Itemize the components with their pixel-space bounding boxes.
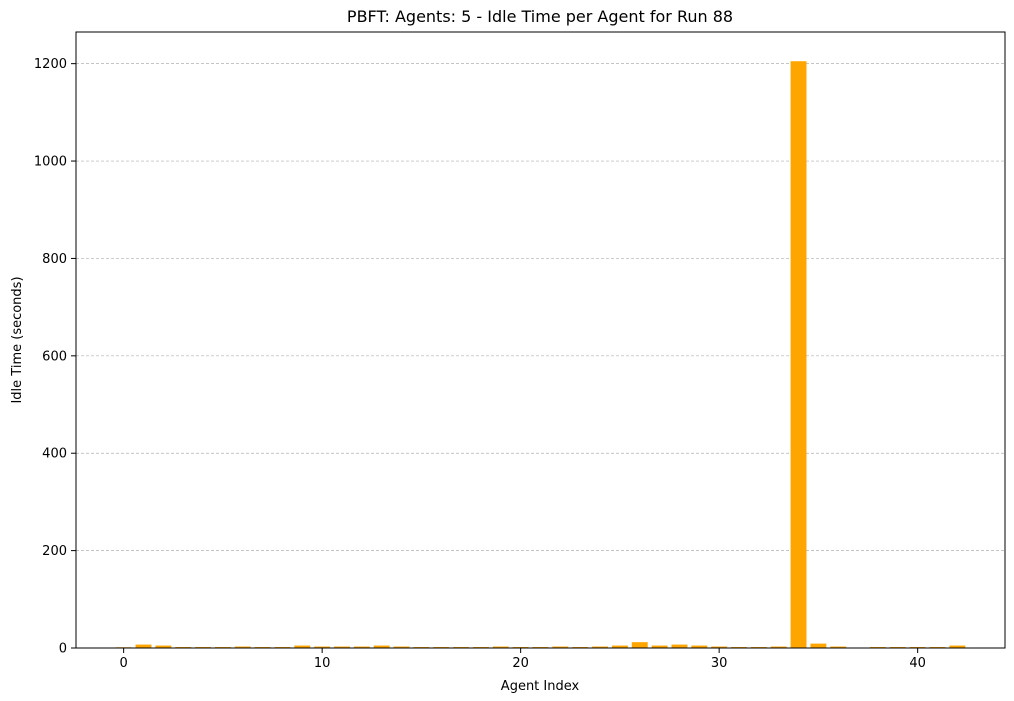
x-tick-label: 20 [512,656,529,671]
bar-agent-6 [234,646,251,648]
x-tick-label: 30 [711,656,728,671]
bar-agent-34 [790,61,807,648]
plot-frame [75,31,1006,649]
bar-agent-14 [393,646,410,648]
y-tick-label: 200 [42,544,67,559]
y-tick-label: 1200 [34,57,67,72]
bar-agent-22 [552,646,569,648]
bar-agent-29 [691,645,708,648]
bar-agent-2 [155,645,172,648]
y-tick-label: 1000 [34,155,67,170]
bar-agent-33 [770,646,787,648]
y-axis-label: Idle Time (seconds) [10,276,25,403]
x-tick-label: 40 [909,656,926,671]
bar-agent-27 [651,645,668,648]
bar-agent-28 [671,644,688,648]
y-tick-label: 600 [42,349,67,364]
bar-agent-25 [611,645,628,648]
bar-agent-35 [810,643,827,648]
bar-agent-30 [711,646,728,648]
y-axis-ticks: 0 200 400 600 800 1000 1200 [34,57,76,657]
bar-agent-36 [830,646,847,648]
chart-title: PBFT: Agents: 5 - Idle Time per Agent fo… [347,7,733,26]
bar-agent-11 [334,646,350,648]
bar-agent-19 [492,646,509,648]
x-axis-ticks: 0 10 20 30 40 [120,648,926,671]
bar-agent-10 [314,646,331,648]
x-axis-label: Agent Index [501,679,580,694]
bar-agent-26 [631,642,648,648]
bar-agent-9 [294,645,311,648]
x-tick-label: 0 [120,656,128,671]
bar-agent-42 [949,645,966,648]
bar-agent-13 [373,645,390,648]
bar-agent-1 [135,644,152,648]
bar-agent-12 [353,646,370,648]
y-tick-label: 0 [59,642,67,657]
y-tick-label: 400 [42,447,67,462]
x-tick-label: 10 [314,656,331,671]
bar-agent-24 [592,646,608,648]
y-tick-label: 800 [42,252,67,267]
